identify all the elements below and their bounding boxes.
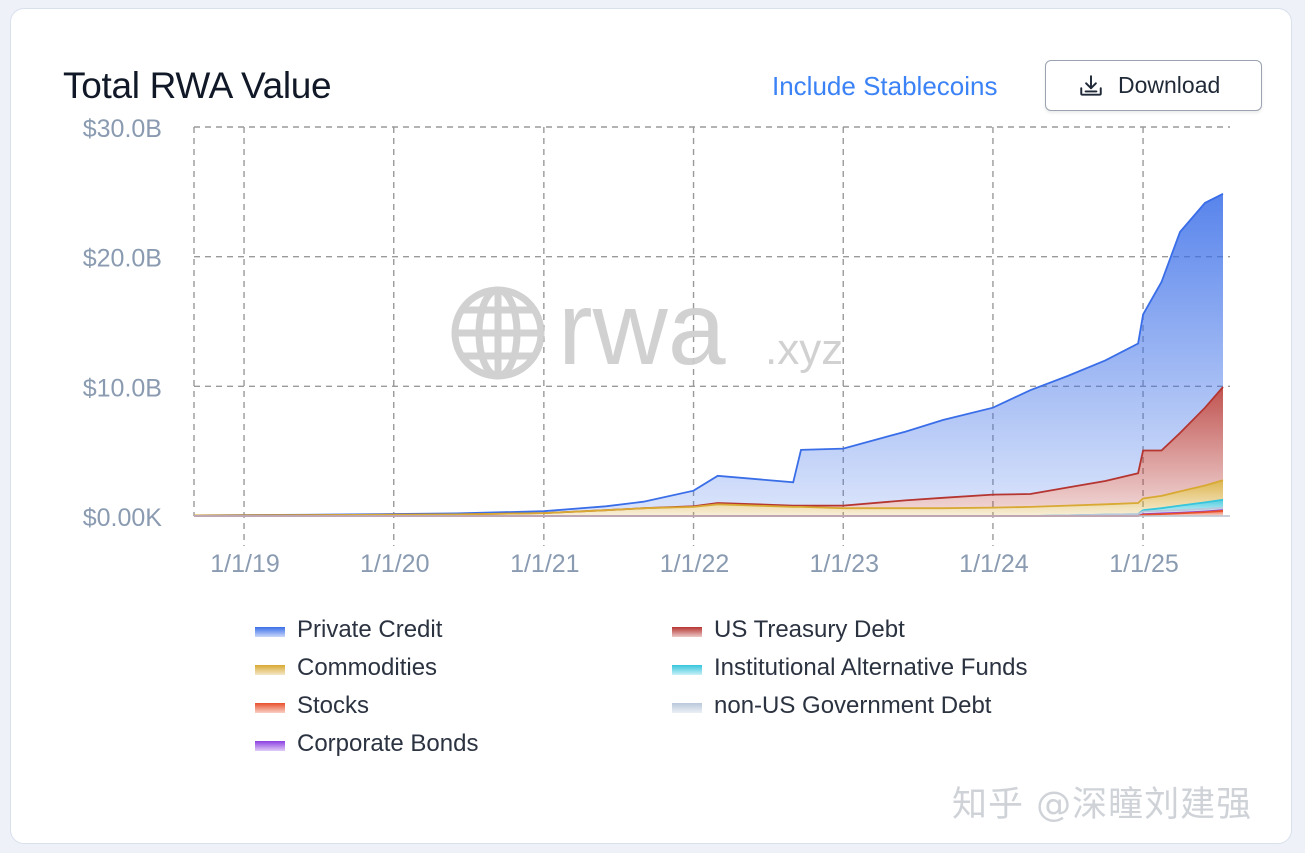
legend-swatch <box>672 703 702 713</box>
legend-label: Stocks <box>297 692 370 719</box>
area-private-credit <box>194 193 1223 516</box>
legend-label: non-US Government Debt <box>714 692 992 719</box>
chart-grid <box>193 126 1230 546</box>
x-tick-label: 1/1/21 <box>510 550 580 578</box>
legend-swatch <box>255 627 285 637</box>
watermark-text-suffix: .xyz <box>765 325 843 374</box>
download-icon <box>1080 74 1102 96</box>
include-stablecoins-toggle[interactable]: Include Stablecoins <box>772 71 998 101</box>
legend-item-private-credit[interactable]: Private Credit <box>255 616 442 644</box>
watermark-text-main: rwa <box>558 271 726 387</box>
area-commodities <box>194 480 1223 516</box>
legend-swatch <box>255 665 285 675</box>
y-tick-label: $30.0B <box>83 115 162 143</box>
download-button[interactable]: Download <box>1045 60 1262 111</box>
y-tick-label: $0.00K <box>83 504 163 532</box>
legend-label: Institutional Alternative Funds <box>714 654 1028 681</box>
download-label: Download <box>1118 72 1221 98</box>
chart-title: Total RWA Value <box>63 65 332 106</box>
legend-label: Corporate Bonds <box>297 730 479 757</box>
x-tick-label: 1/1/25 <box>1109 550 1179 578</box>
legend-swatch <box>255 741 285 751</box>
rwa-watermark-logo: rwa .xyz <box>451 271 843 387</box>
x-tick-label: 1/1/23 <box>809 550 879 578</box>
chart-legend: Private Credit US Treasury Debt Commoditie… <box>255 616 1155 776</box>
area-us-treasury-debt <box>194 387 1223 516</box>
legend-swatch <box>255 703 285 713</box>
legend-swatch <box>672 665 702 675</box>
x-tick-label: 1/1/24 <box>959 550 1029 578</box>
legend-item-institutional-alternative-funds[interactable]: Institutional Alternative Funds <box>672 654 1028 682</box>
x-tick-label: 1/1/20 <box>360 550 430 578</box>
legend-swatch <box>672 627 702 637</box>
legend-item-us-treasury-debt[interactable]: US Treasury Debt <box>672 616 905 644</box>
chart-axes: $0.00K $10.0B $20.0B $30.0B 1/1/19 1/1/20 1/1/… <box>83 115 1230 578</box>
footer-watermark: 知乎 @深瞳刘建强 <box>952 785 1253 825</box>
legend-label: Commodities <box>297 654 438 681</box>
x-tick-label: 1/1/22 <box>660 550 730 578</box>
legend-item-corporate-bonds[interactable]: Corporate Bonds <box>255 730 478 758</box>
legend-item-stocks[interactable]: Stocks <box>255 692 369 720</box>
legend-item-commodities[interactable]: Commodities <box>255 654 437 682</box>
line-commodities <box>193 479 1224 517</box>
globe-icon <box>451 286 545 380</box>
legend-label: US Treasury Debt <box>714 616 905 643</box>
x-tick-label: 1/1/19 <box>210 550 280 578</box>
line-private-credit <box>193 192 1224 517</box>
legend-label: Private Credit <box>297 616 443 643</box>
y-tick-label: $20.0B <box>83 245 162 273</box>
y-tick-label: $10.0B <box>83 374 162 402</box>
legend-item-non-us-government-debt[interactable]: non-US Government Debt <box>672 692 991 720</box>
